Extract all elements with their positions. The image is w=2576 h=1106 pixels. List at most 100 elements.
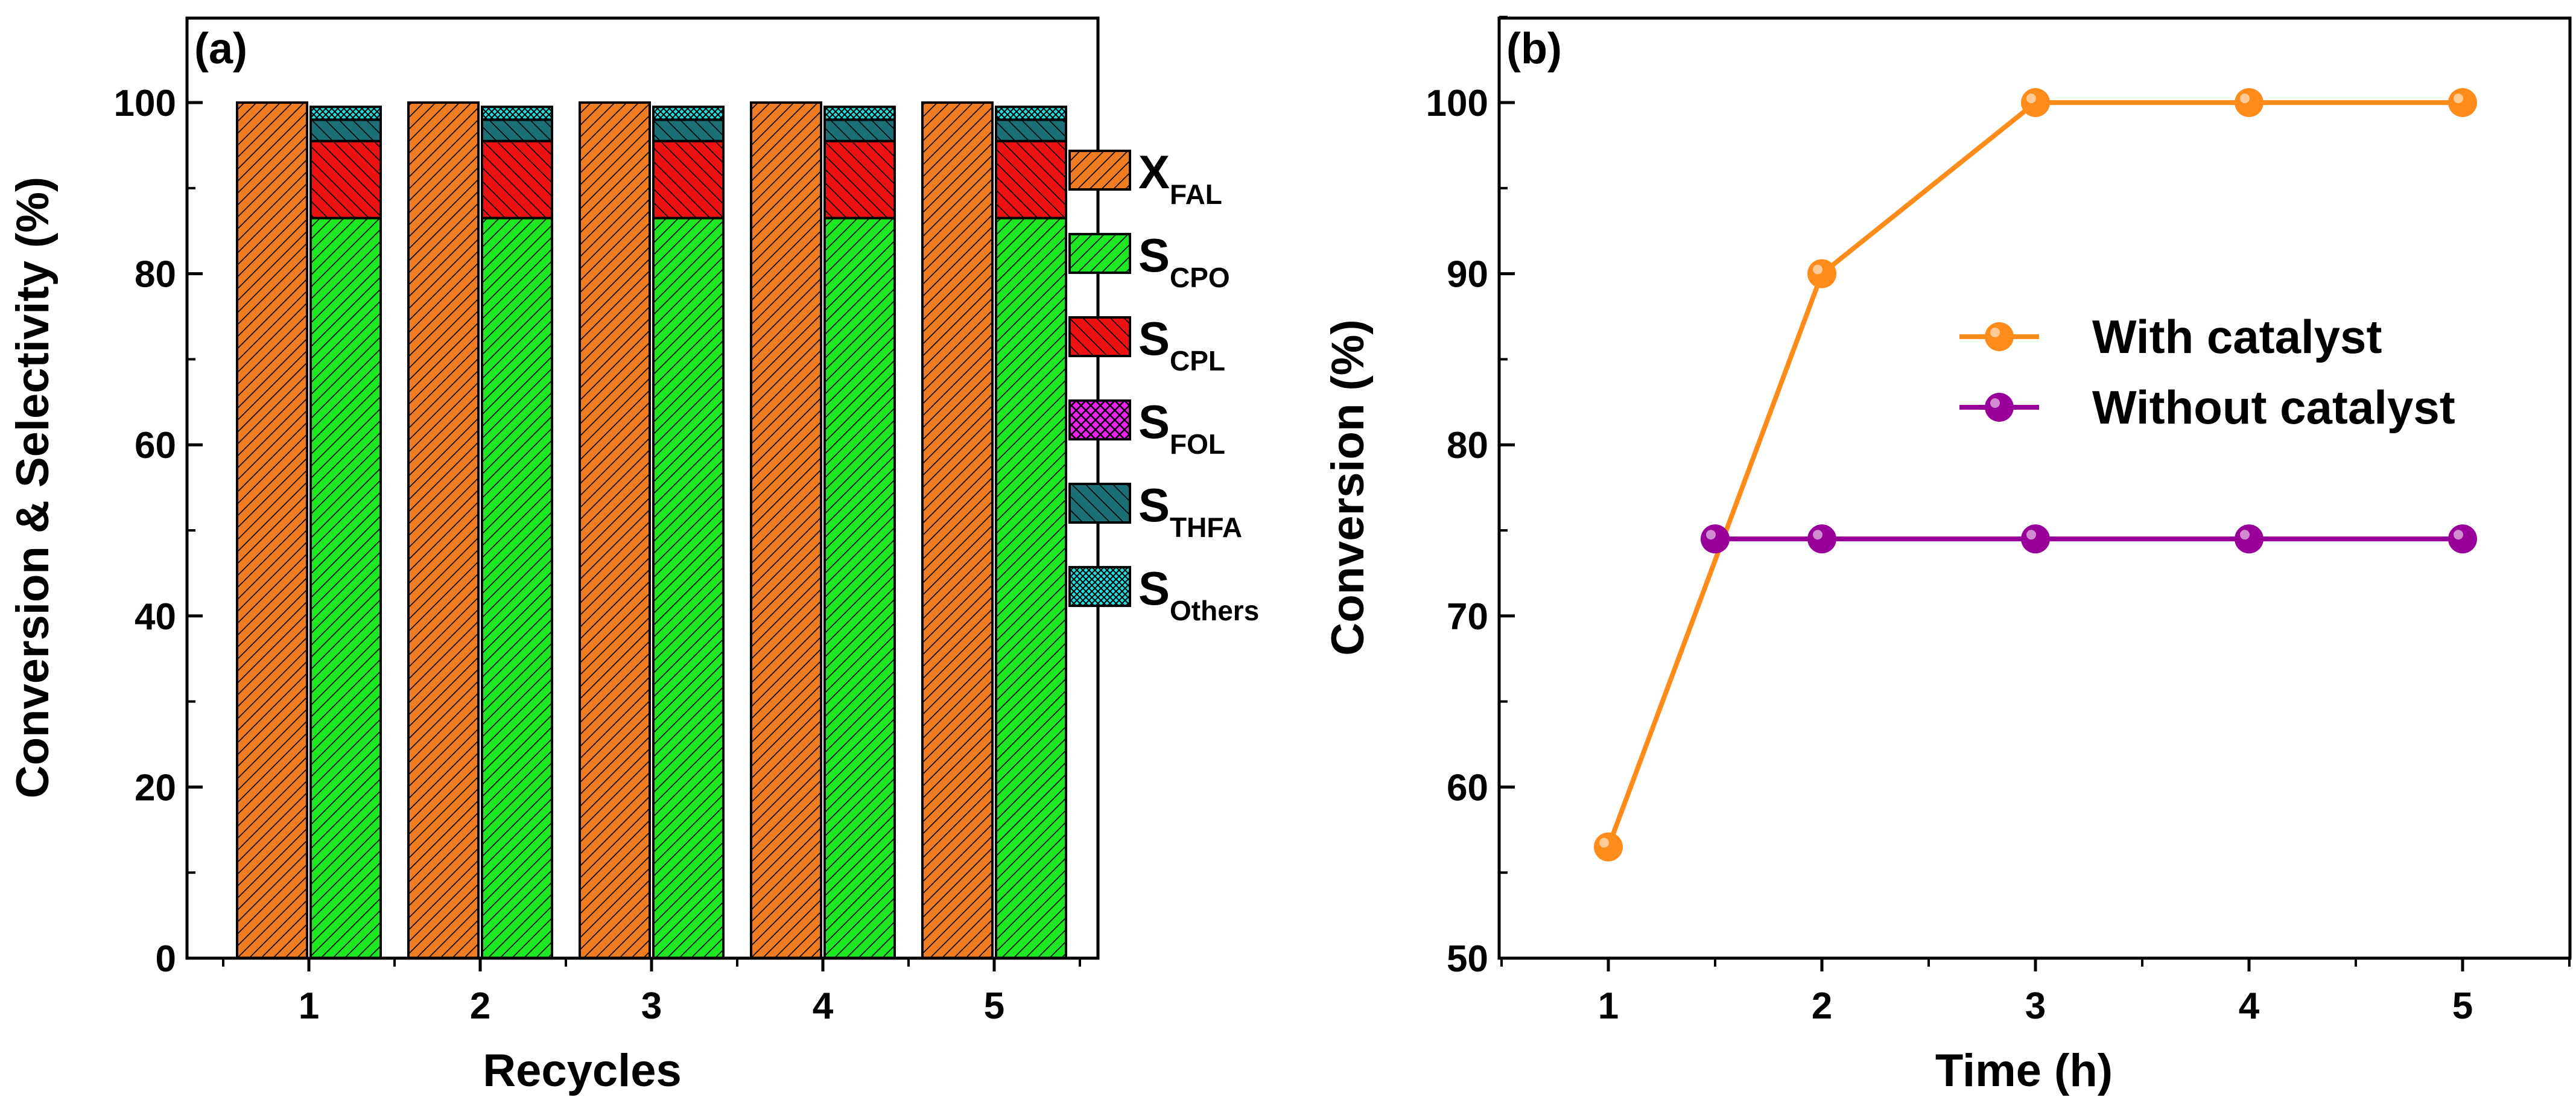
data-point-highlight [1813, 264, 1823, 275]
panel-b-line-chart: 50 60 70 80 90 100 1 2 3 4 5 (b) Time (h) Conversi… [1322, 16, 2572, 1096]
panel-a-x-tick-label: 2 [470, 985, 490, 1027]
panel-b-y-tick-label: 80 [1447, 425, 1488, 466]
data-point-highlight [1706, 530, 1716, 540]
panel-a-x-tick-label: 4 [813, 985, 834, 1027]
bar-segment-outline [652, 118, 725, 142]
panel-b-series [1594, 88, 2477, 862]
legend-swatch-outline [1068, 483, 1131, 524]
data-point-highlight [2240, 94, 2250, 103]
data-point-highlight [1813, 530, 1823, 540]
legend-label-s-cpl: SCPL [1138, 312, 1225, 377]
panel-a-y-tick-label: 60 [135, 425, 176, 466]
data-point-without-catalyst [2235, 524, 2264, 554]
panel-a-bars [236, 101, 1067, 959]
data-point-with-catalyst [2448, 88, 2477, 117]
panel-b-y-tick-label: 70 [1447, 596, 1488, 638]
panel-a-legend: XFAL SCPO SCPL SFOL STHFA SOthers [1068, 145, 1259, 626]
data-point-without-catalyst [2448, 524, 2477, 554]
data-point-highlight [1599, 837, 1609, 848]
panel-a-x-tick-label: 5 [984, 985, 1004, 1027]
bar-conversion-x-fal-outline [921, 101, 994, 959]
legend-swatch-outline [1068, 566, 1131, 607]
data-point-with-catalyst [2021, 88, 2050, 117]
bar-segment-outline [995, 139, 1067, 220]
data-point-with-catalyst [1594, 832, 1623, 862]
bar-segment-outline [481, 139, 553, 220]
panel-b-label: (b) [1506, 25, 1562, 73]
bar-segment-outline [652, 217, 725, 959]
legend-swatch-outline [1068, 150, 1131, 191]
panel-a-x-axis-title: Recycles [483, 1045, 682, 1096]
bar-segment-outline [481, 118, 553, 142]
panel-a-y-tick-label: 20 [135, 767, 176, 809]
panel-b-x-tick-label: 2 [1812, 985, 1832, 1027]
panel-a-x-tick-labels: 1 2 3 4 5 [222, 958, 1081, 1027]
bar-conversion-x-fal-outline [750, 101, 822, 959]
panel-a-x-tick-label: 1 [299, 985, 319, 1027]
legend-label-s-cpo: SCPO [1138, 229, 1230, 293]
bar-segment-outline [309, 217, 382, 959]
bar-segment-outline [309, 106, 382, 121]
bar-conversion-x-fal-outline [579, 101, 651, 959]
data-point-highlight [2026, 530, 2036, 540]
panel-b-x-tick-label: 1 [1598, 985, 1619, 1027]
legend-swatch-outline [1068, 233, 1131, 274]
panel-a-y-tick-label: 80 [135, 254, 176, 296]
data-point-highlight [2454, 94, 2463, 103]
data-point-with-catalyst [2235, 88, 2264, 117]
legend-label-with-catalyst: With catalyst [2092, 310, 2382, 363]
panel-b-y-tick-label: 60 [1447, 767, 1488, 809]
panel-a-y-tick-label: 100 [114, 83, 176, 124]
bar-segment-outline [652, 106, 725, 121]
legend-label-s-thfa: STHFA [1138, 478, 1242, 543]
bar-conversion-x-fal-outline [407, 101, 480, 959]
legend-label-s-fol: SFOL [1138, 395, 1225, 460]
legend-label-s-others: SOthers [1138, 562, 1259, 626]
bar-segment-outline [995, 118, 1067, 142]
panel-b-x-tick-label: 3 [2025, 985, 2046, 1027]
legend-marker [1985, 393, 2014, 422]
legend-marker-highlight [1990, 328, 2000, 337]
legend-swatch-outline [1068, 399, 1131, 440]
data-point-with-catalyst [1807, 259, 1836, 288]
panel-b-ticks: 50 60 70 80 90 100 1 2 3 4 5 [1426, 16, 2571, 1027]
panel-a-bar-chart: 0 20 40 60 80 100 1 2 3 4 5 (a) Recycles Conversi… [7, 16, 1259, 1096]
panel-b-legend: With catalyst Without catalyst [1959, 310, 2455, 434]
panel-b-y-tick-label: 90 [1447, 254, 1488, 296]
legend-marker-highlight [1990, 398, 2000, 408]
bar-segment-outline [823, 106, 896, 121]
panel-a-y-axis-title: Conversion & Selectivity (%) [7, 177, 59, 799]
series-line-with-catalyst [1606, 100, 2463, 848]
bar-segment-outline [823, 139, 896, 220]
data-point-without-catalyst [2021, 524, 2050, 554]
data-point-highlight [2026, 94, 2036, 103]
data-point-without-catalyst [1807, 524, 1836, 554]
bar-segment-outline [995, 106, 1067, 121]
data-point-without-catalyst [1701, 524, 1730, 554]
panel-b-axes-frame [1497, 16, 2572, 960]
panel-a-y-tick-label: 0 [156, 938, 176, 980]
bar-segment-outline [481, 217, 553, 959]
panel-a-y-tick-label: 40 [135, 596, 176, 638]
legend-label-without-catalyst: Without catalyst [2092, 381, 2455, 434]
panel-b-y-tick-label: 50 [1447, 938, 1488, 980]
panel-a-x-tick-label: 3 [641, 985, 662, 1027]
bar-segment-outline [995, 217, 1067, 959]
panel-b-x-tick-label: 5 [2452, 985, 2473, 1027]
data-point-highlight [2240, 530, 2250, 540]
bar-segment-outline [652, 139, 725, 220]
legend-swatch-outline [1068, 316, 1131, 357]
legend-marker [1985, 322, 2014, 351]
data-point-highlight [2454, 530, 2463, 540]
bar-segment-outline [823, 118, 896, 142]
panel-a-label: (a) [194, 25, 247, 73]
bar-segment-outline [309, 118, 382, 142]
panel-b-y-axis-title: Conversion (%) [1322, 319, 1374, 655]
panel-b-x-axis-title: Time (h) [1935, 1045, 2113, 1096]
bar-segment-outline [309, 139, 382, 220]
bar-segment-outline [823, 217, 896, 959]
bar-segment-outline [481, 106, 553, 121]
panel-b-y-tick-label: 100 [1426, 83, 1488, 124]
legend-label-x-fal: XFAL [1138, 145, 1222, 210]
